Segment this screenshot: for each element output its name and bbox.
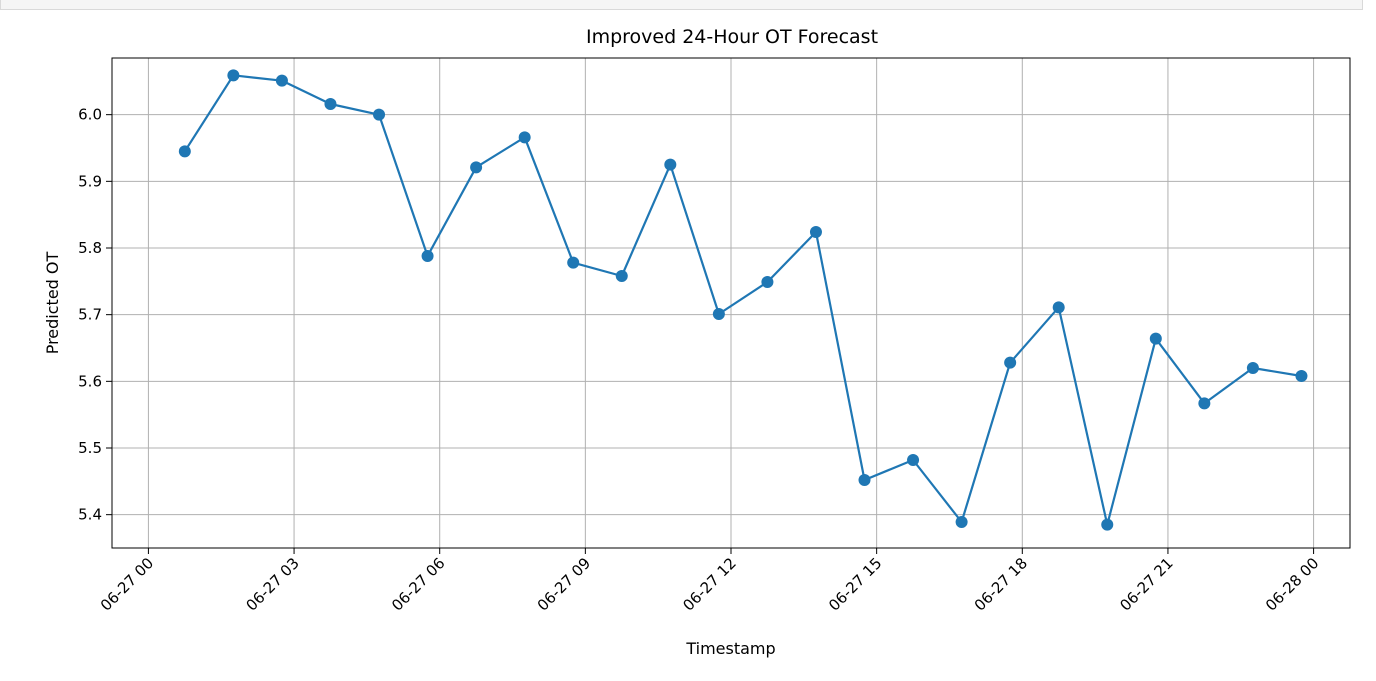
data-point <box>858 474 871 486</box>
data-point <box>518 131 531 144</box>
y-tick-label: 6.0 <box>78 106 102 124</box>
data-point <box>955 516 968 528</box>
y-tick-label: 5.4 <box>78 506 102 524</box>
x-tick-label: 06-28 00 <box>1262 554 1322 614</box>
y-axis-ticks: 5.4 5.5 5.6 5.7 5.8 5.9 6.0 <box>78 106 112 524</box>
x-tick-label: 06-27 06 <box>388 554 448 614</box>
data-point <box>1052 301 1065 314</box>
data-point <box>421 250 434 262</box>
x-axis-label: Timestamp <box>685 639 775 658</box>
data-point <box>907 454 920 466</box>
data-point <box>1246 362 1259 374</box>
chart-title: Improved 24-Hour OT Forecast <box>586 26 878 48</box>
data-point <box>1101 518 1114 531</box>
data-point <box>761 276 774 288</box>
x-tick-label: 06-27 00 <box>97 554 157 614</box>
grid-lines <box>112 58 1350 548</box>
y-tick-label: 5.6 <box>78 372 102 390</box>
y-tick-label: 5.7 <box>78 306 102 324</box>
data-point <box>712 308 725 320</box>
data-point <box>1198 397 1211 410</box>
series-line <box>183 74 1302 526</box>
data-point <box>227 69 240 82</box>
y-tick-label: 5.8 <box>78 239 102 257</box>
data-point <box>1004 356 1017 369</box>
x-tick-label: 06-27 21 <box>1116 554 1176 614</box>
x-tick-label: 06-27 15 <box>825 554 885 614</box>
data-point <box>567 256 580 269</box>
data-point <box>1149 332 1162 345</box>
x-tick-label: 06-27 18 <box>971 554 1031 614</box>
data-point <box>373 108 386 121</box>
data-point <box>178 145 191 158</box>
data-point <box>664 158 677 171</box>
data-point <box>324 98 337 110</box>
x-tick-label: 06-27 03 <box>242 554 302 614</box>
series-layer <box>178 69 1308 531</box>
data-point <box>470 161 483 174</box>
y-tick-label: 5.5 <box>78 439 102 457</box>
data-point <box>809 226 822 238</box>
x-axis-ticks: 06-27 00 06-27 03 06-27 06 06-27 09 06-27 12… <box>97 548 1322 615</box>
data-point <box>615 270 628 282</box>
y-axis-label: Predicted OT <box>43 251 62 354</box>
data-point <box>1295 370 1308 382</box>
x-tick-label: 06-27 12 <box>679 554 739 614</box>
x-tick-label: 06-27 09 <box>534 554 594 614</box>
previous-output-strip <box>0 0 1363 10</box>
y-tick-label: 5.9 <box>78 172 102 190</box>
data-point <box>275 74 288 87</box>
